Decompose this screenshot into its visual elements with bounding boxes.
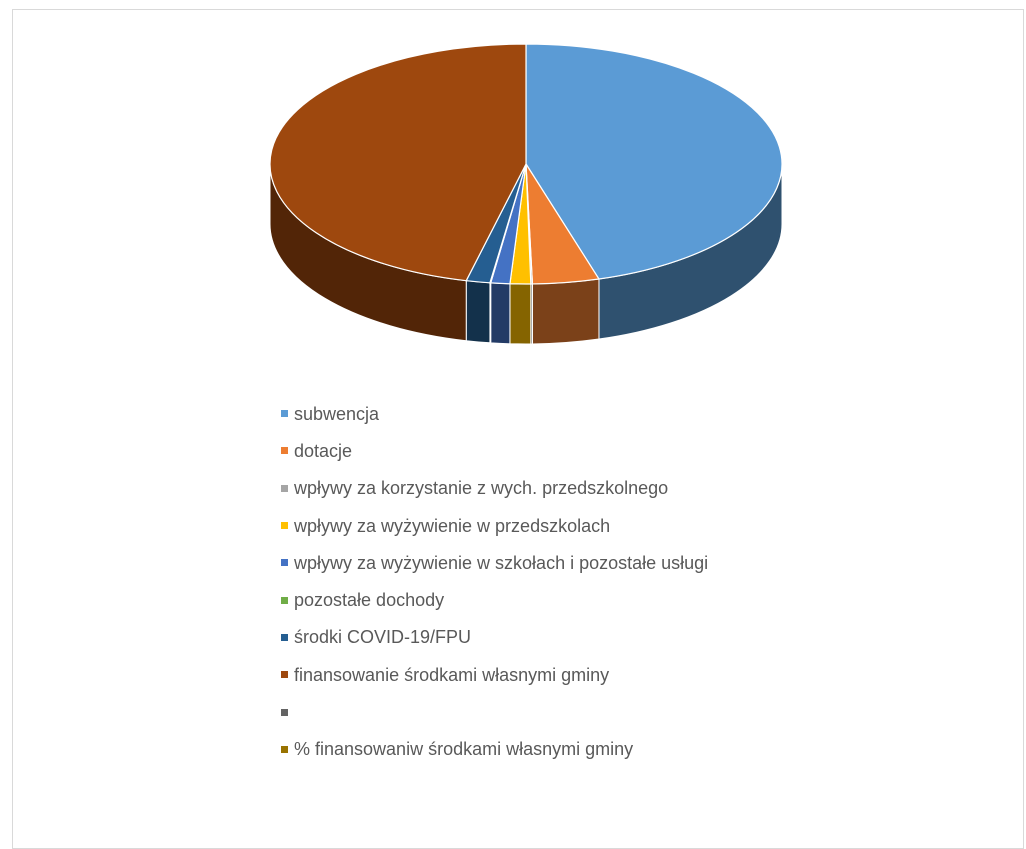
legend-label: wpływy za korzystanie z wych. przedszkol… <box>294 478 669 499</box>
legend-label: pozostałe dochody <box>294 590 445 611</box>
legend-swatch <box>281 522 288 530</box>
legend-swatch <box>281 633 288 641</box>
legend-swatch <box>281 559 288 567</box>
pie-chart <box>269 43 783 345</box>
legend-swatch <box>281 745 288 753</box>
legend-label: dotacje <box>294 440 353 461</box>
chart-area: subwencja dotacje wpływy za korzystanie z … <box>12 9 1024 849</box>
legend-label: wpływy za wyżywienie w szkołach i pozost… <box>294 552 709 573</box>
legend-item: środki COVID-19/FPU <box>281 619 901 656</box>
legend-label: subwencja <box>294 403 380 424</box>
pie-slice-7 <box>269 43 527 282</box>
legend-item: wpływy za wyżywienie w przedszkolach <box>281 507 901 544</box>
legend-item: subwencja <box>281 395 901 432</box>
pie-side-3 <box>509 283 532 345</box>
pie-side-1 <box>531 278 600 345</box>
legend-item <box>281 693 901 730</box>
legend-item: wpływy za wyżywienie w szkołach i pozost… <box>281 544 901 581</box>
legend-swatch <box>281 410 288 418</box>
pie-side-4 <box>490 282 511 345</box>
legend-label: finansowanie środkami własnymi gminy <box>294 664 610 685</box>
legend-swatch <box>281 708 288 716</box>
chart-legend: subwencja dotacje wpływy za korzystanie z … <box>281 395 901 768</box>
legend-swatch <box>281 447 288 455</box>
pie-slice-0 <box>525 43 783 280</box>
legend-label: środki COVID-19/FPU <box>294 627 472 648</box>
legend-item: % finansowaniw środkami własnymi gminy <box>281 731 901 768</box>
pie-side-6 <box>465 280 491 344</box>
legend-swatch <box>281 484 288 492</box>
legend-item: dotacje <box>281 432 901 469</box>
legend-item: pozostałe dochody <box>281 581 901 618</box>
legend-label: % finansowaniw środkami własnymi gminy <box>294 739 634 760</box>
legend-item: finansowanie środkami własnymi gminy <box>281 656 901 693</box>
legend-swatch <box>281 596 288 604</box>
legend-swatch <box>281 671 288 679</box>
pie-tops <box>269 43 783 285</box>
legend-item: wpływy za korzystanie z wych. przedszkol… <box>281 470 901 507</box>
legend-label: wpływy za wyżywienie w przedszkolach <box>294 515 611 536</box>
